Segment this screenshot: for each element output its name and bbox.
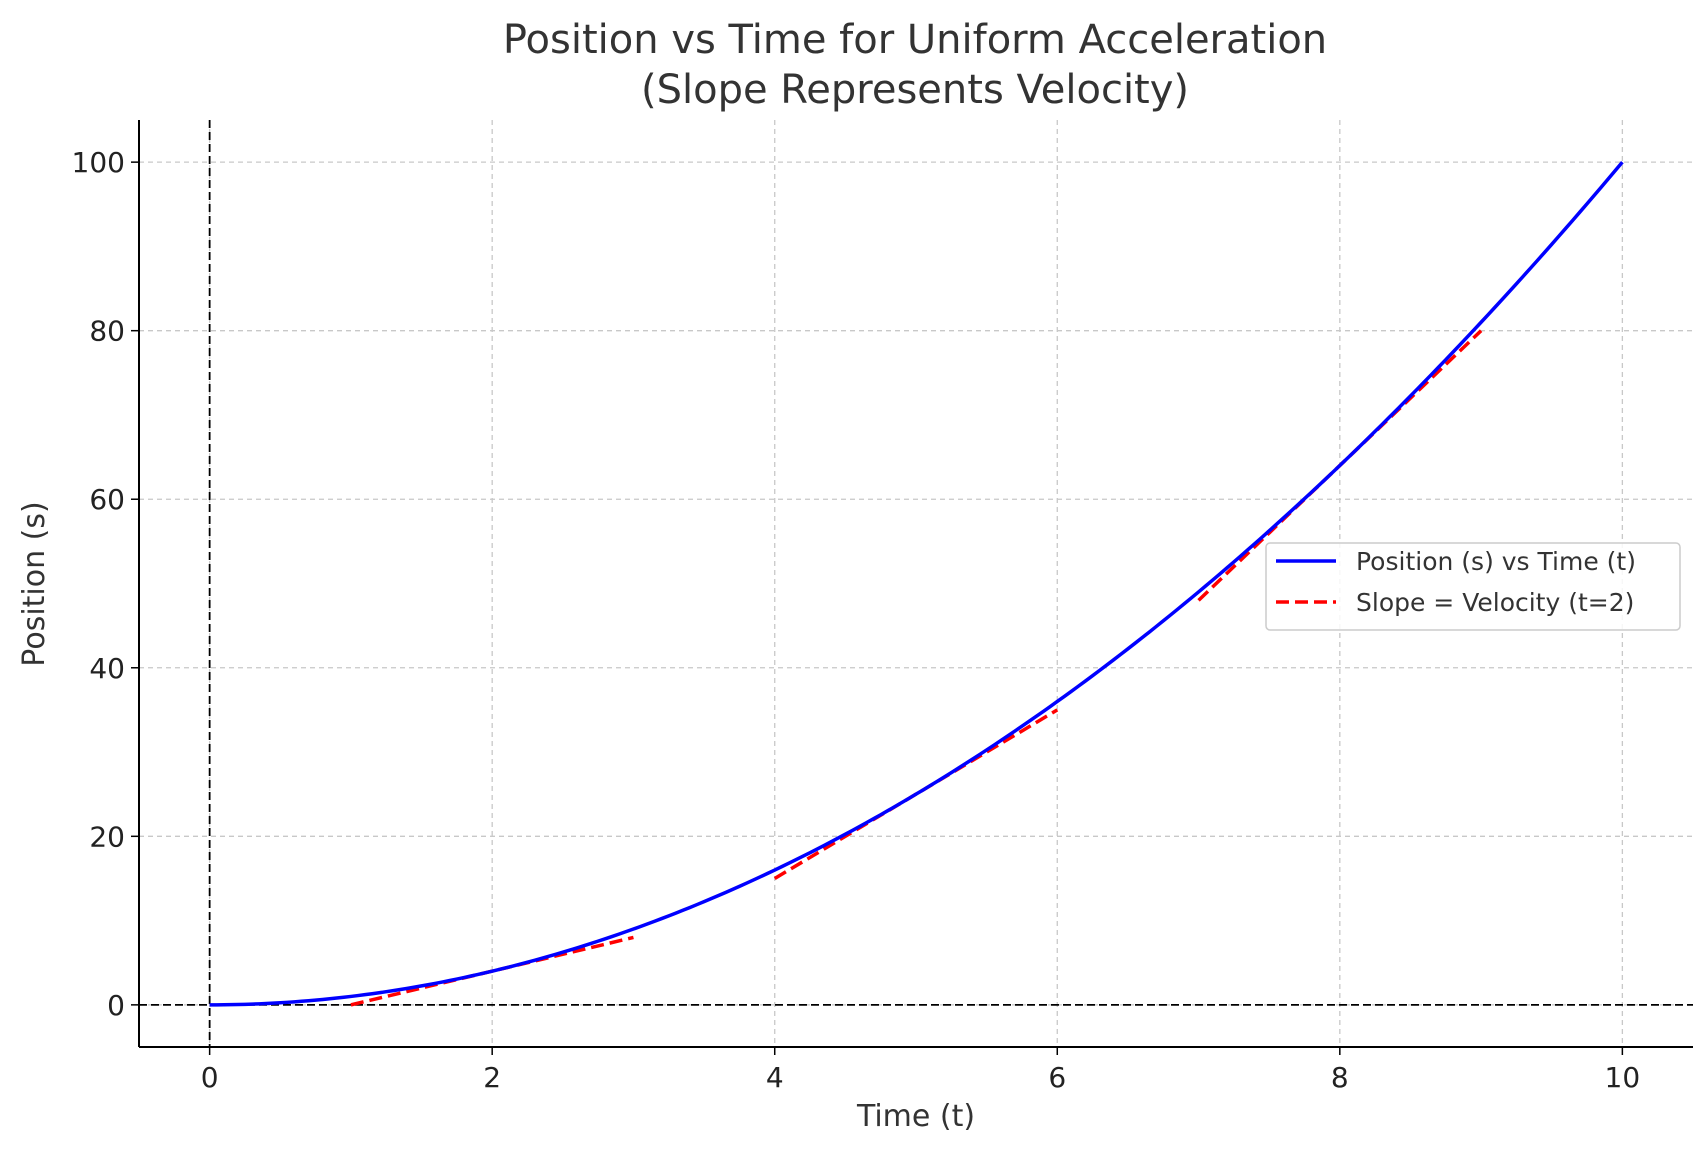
- y-tick-label: 60: [89, 483, 125, 516]
- x-tick-label: 4: [766, 1061, 784, 1094]
- series: [209, 161, 1624, 1007]
- y-tick-label: 40: [89, 652, 125, 685]
- y-tick-label: 0: [107, 989, 125, 1022]
- y-tick-label: 80: [89, 315, 125, 348]
- position-curve: [209, 161, 1624, 1007]
- chart-title: Position vs Time for Uniform Acceleratio…: [503, 17, 1327, 63]
- x-axis-label: Time (t): [856, 1099, 975, 1134]
- legend: Position (s) vs Time (t) Slope = Velocit…: [1265, 542, 1681, 631]
- y-tick-label: 20: [89, 820, 125, 853]
- x-tick-label: 2: [483, 1061, 501, 1094]
- x-tick-label: 0: [201, 1061, 219, 1094]
- axes: [138, 120, 1693, 1048]
- x-tick-label: 6: [1048, 1061, 1066, 1094]
- legend-label-position: Position (s) vs Time (t): [1356, 547, 1636, 576]
- legend-box: [1265, 542, 1681, 631]
- x-tick-label: 10: [1605, 1061, 1641, 1094]
- x-tick-label: 8: [1331, 1061, 1349, 1094]
- legend-label-slope: Slope = Velocity (t=2): [1356, 588, 1634, 617]
- y-tick-label: 100: [72, 146, 125, 179]
- chart-subtitle: (Slope Represents Velocity): [641, 67, 1189, 113]
- reference-lines: [139, 120, 1693, 1047]
- y-axis-label: Position (s): [17, 501, 52, 666]
